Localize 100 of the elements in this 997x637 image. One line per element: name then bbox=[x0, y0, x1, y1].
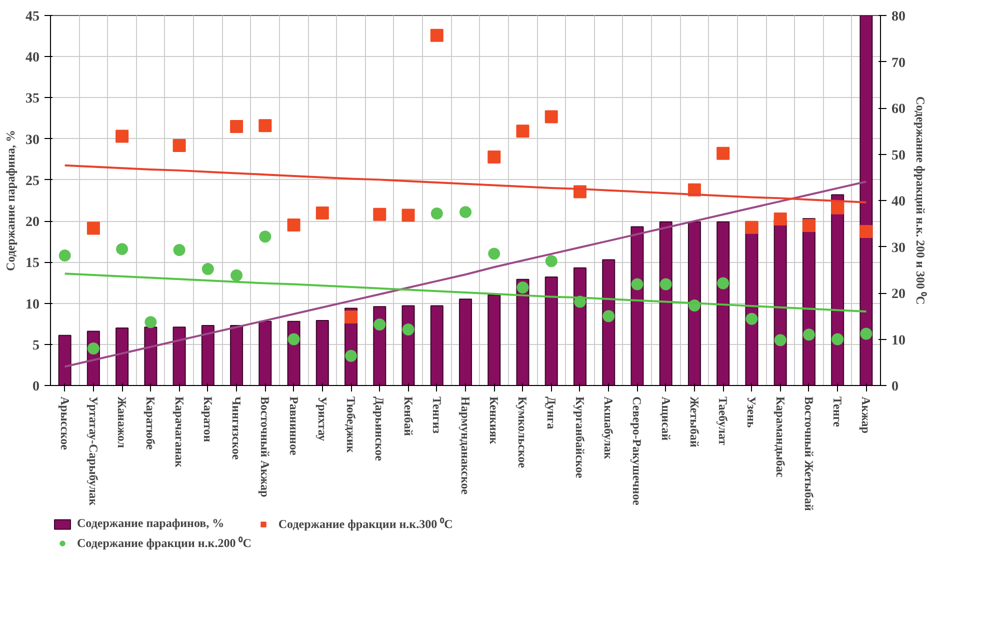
y2-tick-label: 30 bbox=[892, 240, 906, 256]
x-tick-label: Тенгиз bbox=[430, 396, 444, 434]
x-tick-label: Карамандыбас bbox=[773, 396, 788, 478]
point bbox=[631, 278, 644, 290]
y-tick-label: 30 bbox=[26, 132, 40, 148]
point bbox=[802, 218, 816, 232]
x-tick-label: Жанажол bbox=[115, 396, 130, 448]
y2-tick-label: 0 bbox=[892, 380, 898, 394]
point bbox=[544, 110, 558, 124]
point bbox=[746, 312, 758, 325]
point bbox=[230, 120, 244, 133]
bar bbox=[172, 326, 186, 386]
bar bbox=[58, 334, 72, 386]
bar bbox=[144, 326, 158, 386]
x-tick-label: Каратюбе bbox=[144, 396, 158, 450]
point bbox=[172, 138, 186, 152]
x-tick-label: Жетыбай bbox=[687, 396, 702, 448]
point bbox=[545, 255, 558, 268]
x-tick-label: Узень bbox=[744, 396, 759, 428]
point bbox=[230, 269, 243, 282]
y2-tick-label: 60 bbox=[892, 102, 906, 117]
y-axis-title: Содержание парафина, % bbox=[4, 130, 18, 271]
point bbox=[402, 324, 414, 336]
point bbox=[602, 310, 615, 322]
bar bbox=[716, 221, 730, 386]
point bbox=[202, 262, 214, 275]
x-tick-label: Кенкияк bbox=[487, 396, 502, 444]
point bbox=[58, 250, 71, 262]
x-tick-label: Каратон bbox=[200, 396, 215, 442]
x-tick-label: Арысское bbox=[58, 396, 72, 451]
bar bbox=[316, 320, 329, 386]
point bbox=[516, 281, 529, 294]
bar bbox=[258, 320, 272, 386]
bar bbox=[201, 324, 214, 386]
bar bbox=[516, 278, 530, 386]
point bbox=[258, 119, 272, 132]
x-tick-label: Акжар bbox=[859, 396, 874, 434]
y-tick-label: 20 bbox=[26, 215, 40, 230]
point bbox=[831, 201, 844, 214]
x-tick-label: Урихтау bbox=[315, 396, 330, 442]
y-tick-label: 10 bbox=[26, 297, 40, 312]
x-tick-label: Дарьинское bbox=[372, 396, 387, 462]
y-tick-label: 25 bbox=[26, 174, 40, 189]
bar bbox=[116, 327, 129, 386]
x-tick-label: Ащисай bbox=[658, 396, 673, 441]
y2-tick-label: 20 bbox=[892, 287, 906, 302]
legend-label: Содержание парафинов, % bbox=[77, 516, 224, 531]
x-tick-label: Восточный Акжар bbox=[258, 396, 272, 498]
point bbox=[173, 244, 186, 256]
point bbox=[716, 146, 730, 160]
point bbox=[87, 342, 100, 354]
y2-tick-label: 70 bbox=[892, 56, 906, 71]
point bbox=[860, 328, 872, 340]
x-tick-label: Тенге bbox=[830, 396, 845, 428]
y-tick-label: 5 bbox=[32, 338, 40, 354]
y2-axis-title: Содержание фракций н.к. 200 и 300 ⁰C bbox=[914, 96, 928, 305]
point bbox=[373, 208, 386, 221]
point bbox=[660, 278, 672, 290]
point bbox=[374, 318, 386, 330]
bar bbox=[230, 324, 244, 386]
point bbox=[144, 316, 157, 328]
y-tick-label: 35 bbox=[26, 92, 40, 107]
point bbox=[316, 206, 329, 220]
y2-tick-label: 50 bbox=[892, 148, 906, 164]
bar bbox=[688, 221, 701, 386]
y-tick-label: 15 bbox=[26, 256, 40, 272]
bar bbox=[544, 276, 558, 386]
bar bbox=[488, 294, 501, 386]
point bbox=[259, 230, 272, 243]
y2-tick-label: 80 bbox=[892, 10, 906, 24]
point bbox=[717, 277, 730, 290]
x-tick-label: Кенбай bbox=[401, 396, 416, 436]
x-tick-label: Акшабулак bbox=[602, 396, 616, 460]
point bbox=[774, 212, 787, 226]
point bbox=[116, 130, 129, 143]
point bbox=[488, 248, 500, 260]
bar bbox=[860, 16, 873, 386]
point bbox=[516, 124, 530, 138]
point bbox=[116, 243, 128, 256]
line-series bbox=[64, 180, 868, 368]
point bbox=[345, 350, 358, 362]
point bbox=[802, 328, 815, 341]
y2-tick-label: 40 bbox=[892, 194, 906, 210]
legend-label: Содержание фракции н.к.200 ⁰C bbox=[77, 535, 252, 551]
x-tick-label: Тюбеджик bbox=[344, 396, 358, 453]
bar bbox=[573, 267, 586, 386]
x-tick-label: Карачаганак bbox=[172, 396, 186, 468]
point bbox=[288, 333, 300, 346]
legend-label: Содержание фракции н.к.300 ⁰C bbox=[278, 516, 453, 532]
point bbox=[488, 150, 501, 164]
bar bbox=[630, 226, 644, 386]
x-tick-label: Дунга bbox=[544, 396, 558, 430]
x-tick-label: Равнинное bbox=[286, 396, 301, 456]
point bbox=[430, 28, 444, 42]
point bbox=[745, 220, 758, 234]
bar bbox=[458, 298, 472, 386]
x-tick-label: Курганбайское bbox=[572, 396, 587, 479]
x-tick-label: Северо-Ракушечное bbox=[630, 396, 644, 506]
point bbox=[430, 207, 443, 220]
x-tick-label: Восточный Жетыбай bbox=[802, 396, 816, 512]
